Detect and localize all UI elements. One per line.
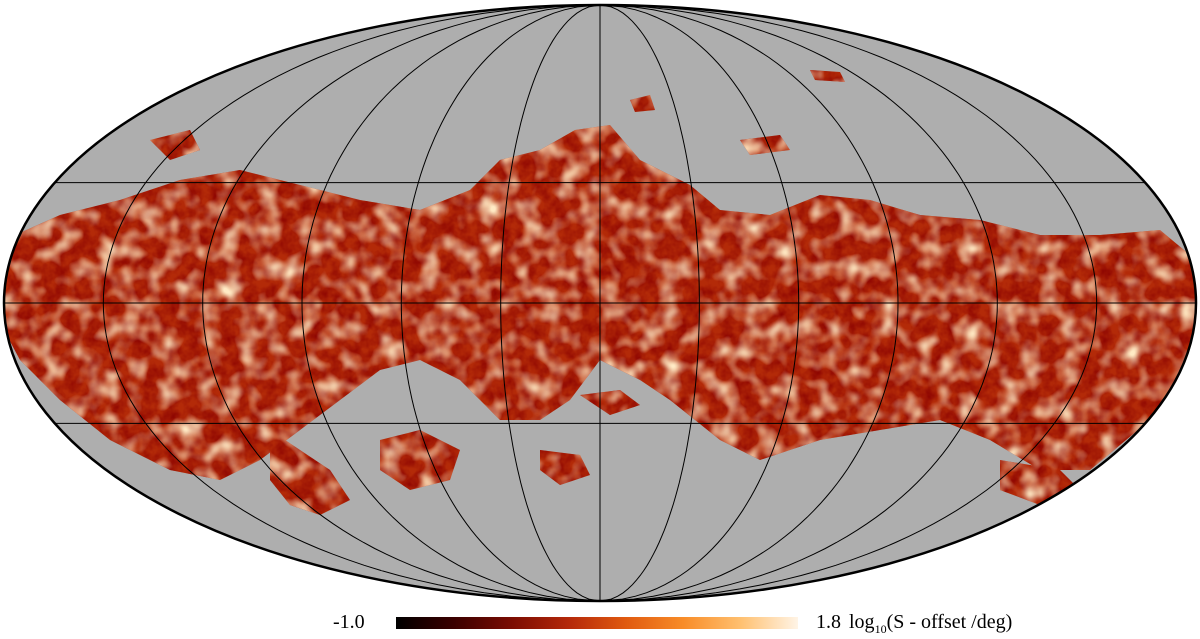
graticule bbox=[4, 5, 1196, 601]
colorbar bbox=[396, 617, 798, 629]
colorbar-min-label: -1.0 bbox=[333, 611, 365, 633]
map-outline bbox=[2, 3, 1198, 603]
colorbar-unit-label: log10(S - offset /deg) bbox=[849, 611, 1013, 636]
colorbar-max-label: 1.8 bbox=[816, 611, 841, 633]
